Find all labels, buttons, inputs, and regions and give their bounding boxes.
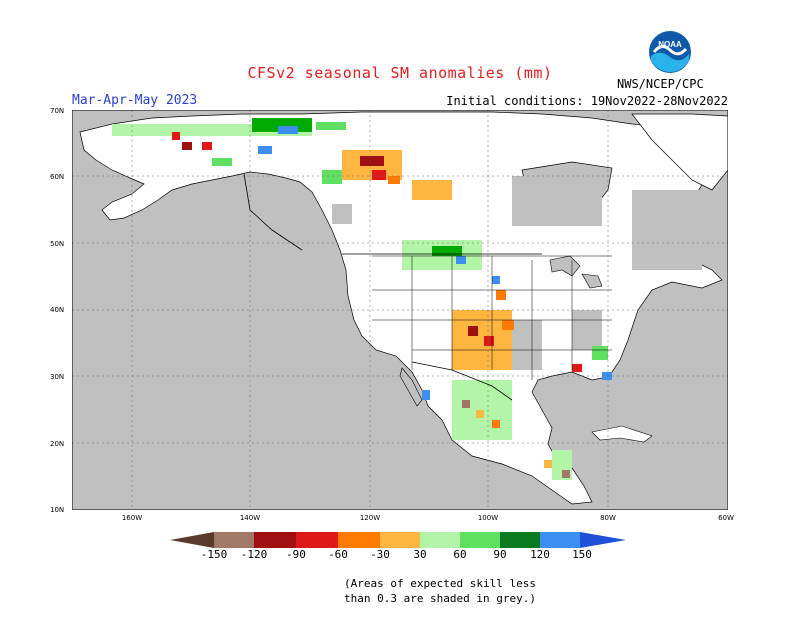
country-borders: [243, 173, 542, 401]
legend-tick: -60: [328, 548, 348, 561]
lat-label: 10N: [50, 506, 65, 514]
lat-label: 70N: [50, 107, 65, 115]
legend-swatch: [540, 532, 580, 548]
gulf-of-california: [399, 367, 423, 407]
lon-label: 160W: [121, 514, 143, 522]
initial-conditions-label: Initial conditions: 19Nov2022-28Nov2022: [446, 94, 728, 108]
legend-swatch: [214, 532, 254, 548]
legend-swatch: [460, 532, 500, 548]
lat-label: 60N: [50, 173, 65, 181]
lat-lon-grid: [72, 110, 728, 510]
cuba-island: [591, 425, 653, 443]
legend-tick: -150: [200, 548, 228, 561]
legend-swatch: [170, 532, 214, 548]
state-borders: [372, 255, 612, 380]
legend-swatch: [500, 532, 540, 548]
legend-tick: -90: [286, 548, 306, 561]
legend-tick: 90: [493, 548, 507, 561]
legend-tick: 150: [572, 548, 592, 561]
legend-swatch: [380, 532, 420, 548]
legend-tick: -120: [240, 548, 268, 561]
lon-label: 80W: [600, 514, 616, 522]
anomaly-cells: [112, 118, 612, 480]
noaa-logo: NOAA: [649, 31, 691, 73]
greenland-landmass: [631, 113, 728, 191]
legend-tick: -30: [370, 548, 390, 561]
legend-swatch: [254, 532, 296, 548]
skill-note-line: (Areas of expected skill less: [343, 577, 537, 590]
season-label: Mar-Apr-May 2023: [72, 93, 198, 108]
logo-text: NOAA: [658, 40, 682, 49]
color-legend: [170, 532, 626, 548]
lat-label: 20N: [50, 440, 65, 448]
lon-label: 60W: [718, 514, 734, 522]
legend-tick: 120: [530, 548, 550, 561]
lon-label: 120W: [359, 514, 381, 522]
chart-title: CFSv2 seasonal SM anomalies (mm): [247, 64, 553, 82]
lon-label: 140W: [239, 514, 261, 522]
skill-note: (Areas of expected skill less than 0.3 a…: [320, 576, 560, 606]
legend-swatch: [420, 532, 460, 548]
agency-label: NWS/NCEP/CPC: [617, 77, 704, 91]
lat-label: 50N: [50, 240, 65, 248]
lat-label: 40N: [50, 306, 65, 314]
lat-label: 30N: [50, 373, 65, 381]
legend-tick: 30: [413, 548, 427, 561]
legend-swatch: [338, 532, 380, 548]
skill-note-line: than 0.3 are shaded in grey.): [343, 592, 537, 605]
legend-tick: 60: [453, 548, 467, 561]
lon-label: 100W: [477, 514, 499, 522]
legend-swatch: [296, 532, 338, 548]
legend-swatch: [580, 532, 626, 548]
soil-moisture-map: [72, 110, 728, 510]
